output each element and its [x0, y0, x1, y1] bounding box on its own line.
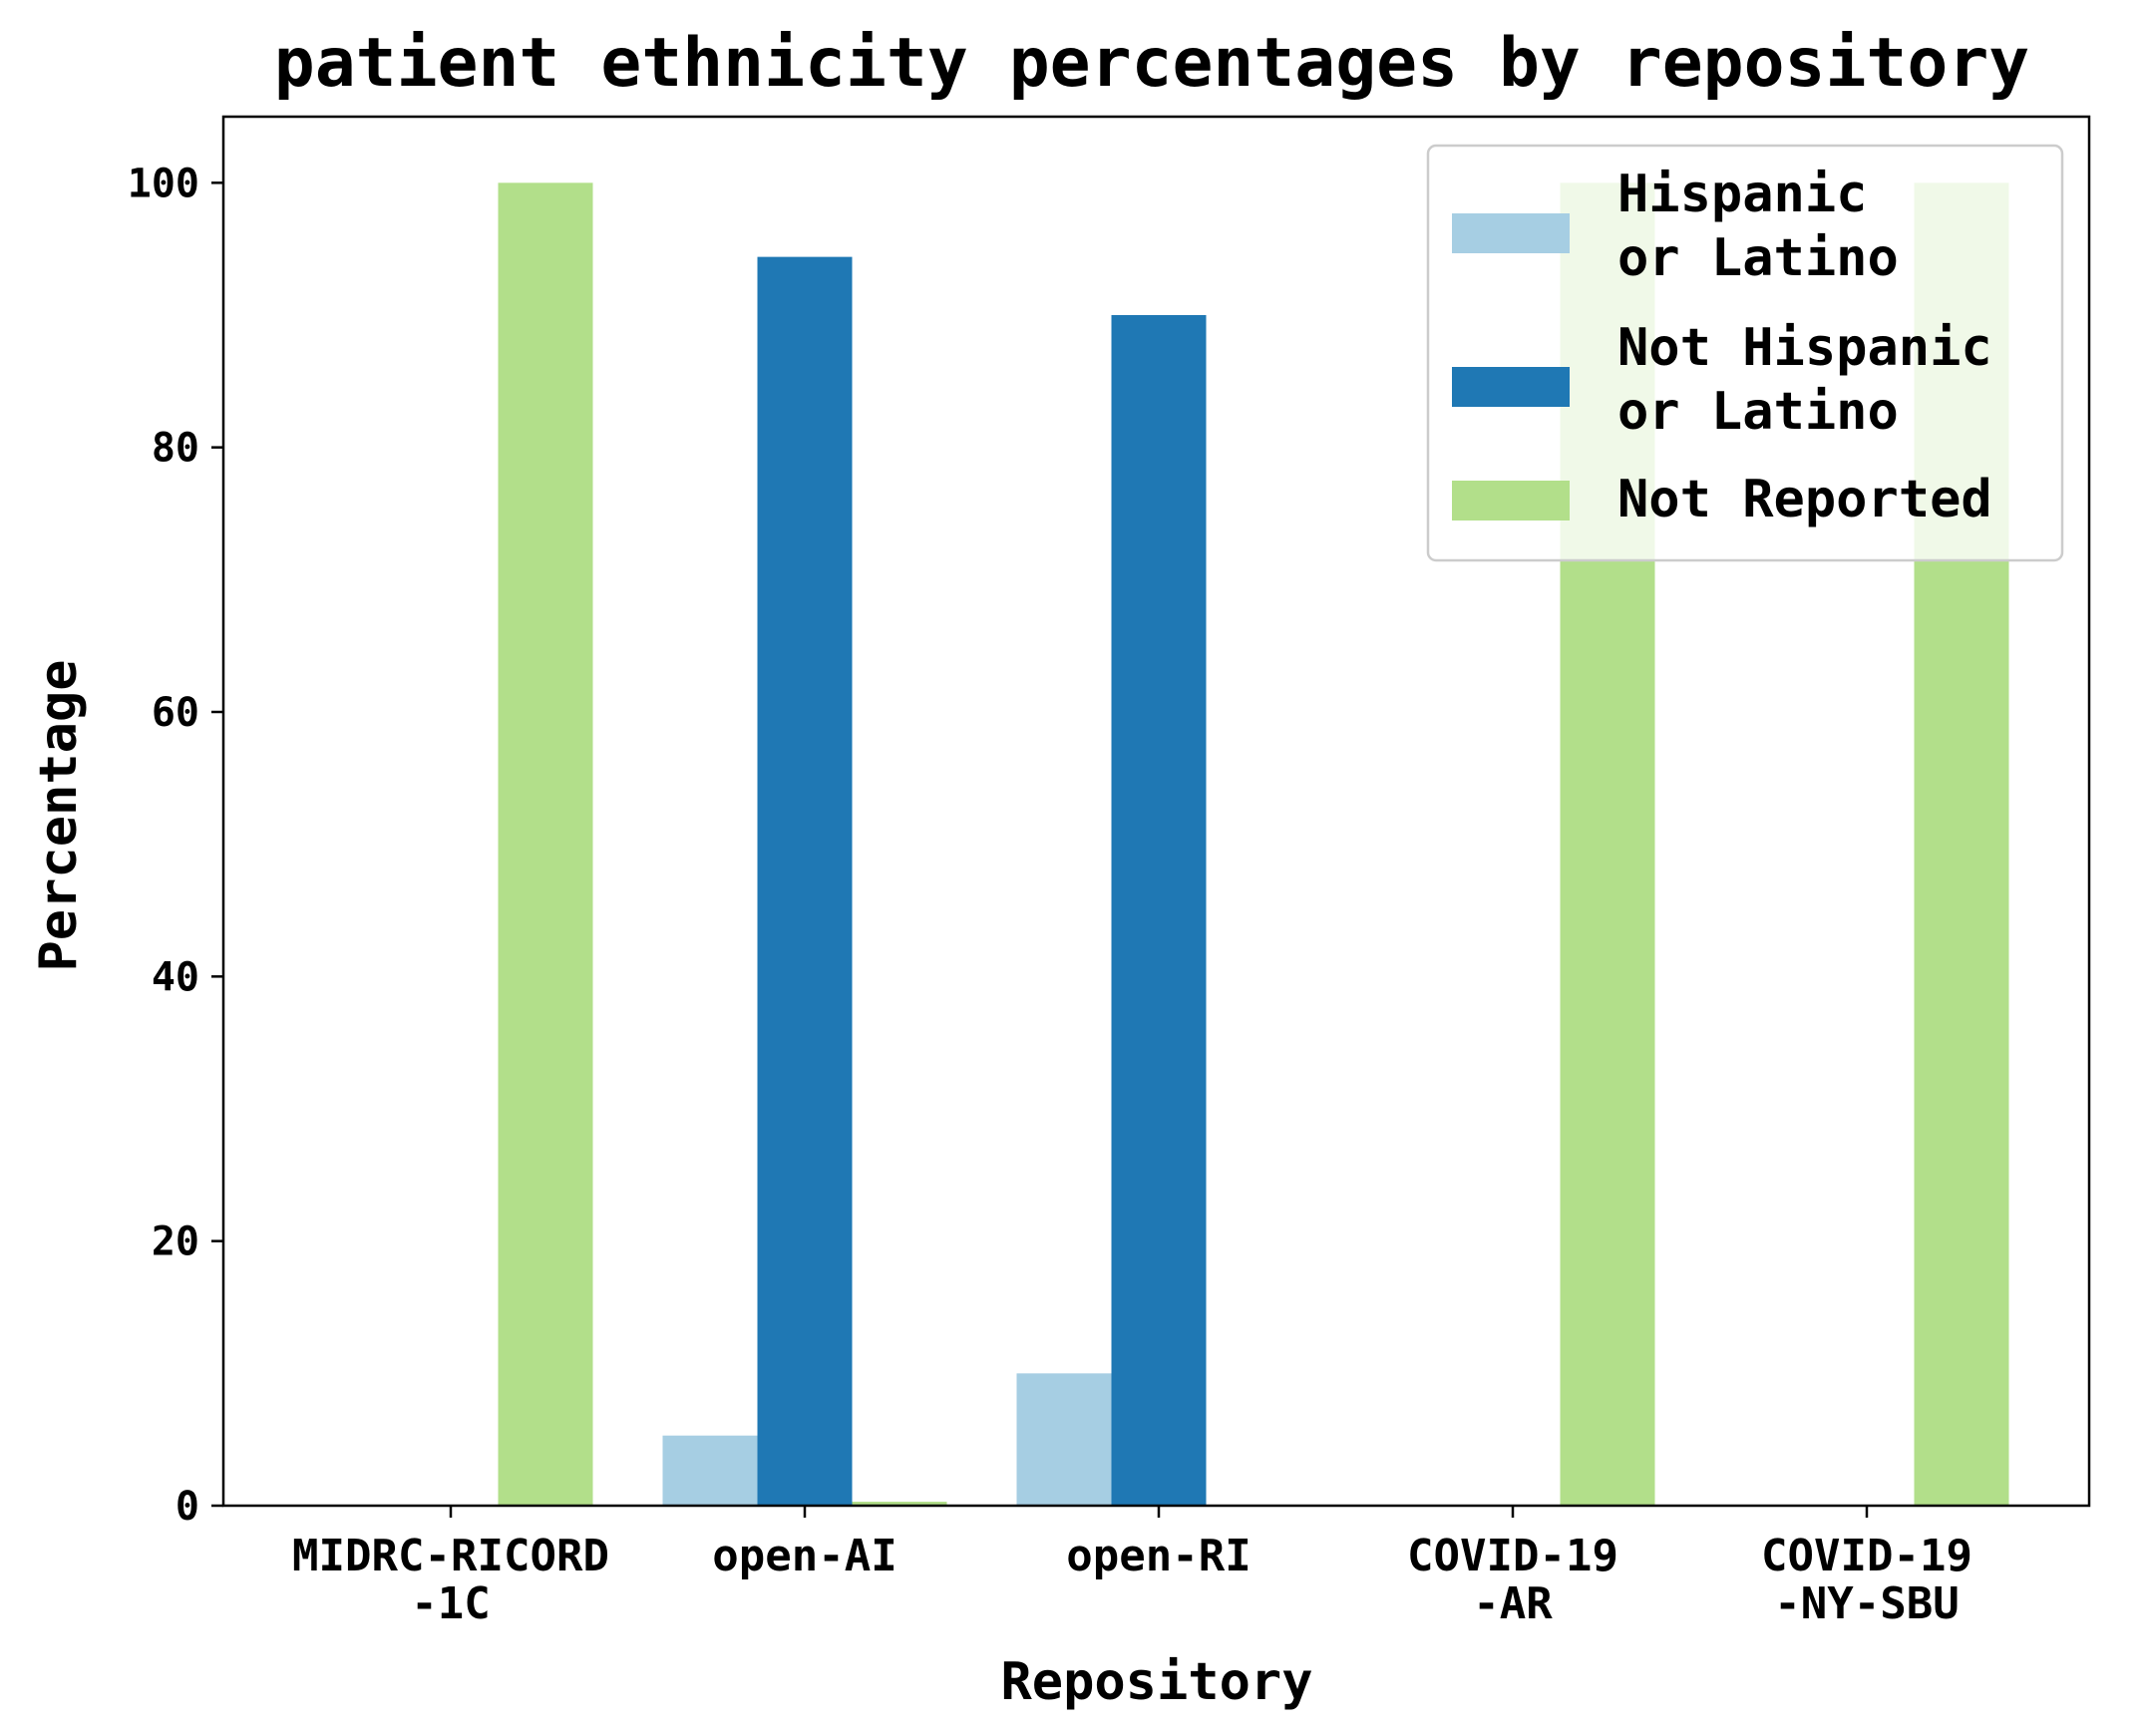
y-tick-label: 80 [152, 426, 199, 472]
y-tick-label: 40 [152, 954, 199, 1000]
bar-not-reported-0 [498, 182, 593, 1506]
bar-hispanic-or-latino-2 [1016, 1373, 1112, 1506]
x-tick-label: open-AI [712, 1531, 896, 1581]
bar-hispanic-or-latino-1 [662, 1435, 758, 1506]
text-line: or Latino [1617, 382, 1899, 442]
plot-frame [221, 115, 2091, 1508]
legend-label: Hispanic or Latino [1617, 165, 1899, 288]
y-tick-label: 0 [176, 1484, 199, 1530]
text-line: or Latino [1617, 228, 1899, 288]
chart-title: patient ethnicity percentages by reposit… [274, 24, 2029, 103]
y-tick-label: 100 [128, 161, 199, 206]
text-line: Not Hispanic [1617, 318, 1992, 378]
bar-not-reported-1 [852, 1502, 947, 1506]
x-tick-label: open-RI [1066, 1531, 1251, 1581]
text-line: Hispanic [1617, 165, 1867, 224]
x-tick-label: COVID-19 -NY-SBU [1761, 1531, 1972, 1629]
text-line: COVID-19 [1407, 1531, 1618, 1581]
legend-swatch [1452, 481, 1570, 521]
text-line: Not Reported [1617, 470, 1992, 529]
y-axis-label: Percentage [29, 659, 89, 971]
text-line: -1C [411, 1578, 490, 1629]
x-tick-label: COVID-19 -AR [1407, 1531, 1618, 1629]
y-tick-label: 60 [152, 690, 199, 736]
x-tick-label: MIDRC-RICORD -1C [292, 1531, 609, 1629]
text-line: COVID-19 [1761, 1531, 1972, 1581]
text-line: MIDRC-RICORD [292, 1531, 609, 1581]
bar-not-hispanic-or-latino-2 [1111, 315, 1207, 1506]
y-tick-label: 20 [152, 1219, 199, 1265]
x-axis-label: Repository [1000, 1652, 1312, 1712]
text-line: -AR [1473, 1578, 1553, 1629]
text-line: -NY-SBU [1774, 1578, 1959, 1629]
legend-swatch [1452, 213, 1570, 253]
legend-label: Not Reported [1617, 470, 1992, 529]
legend-box [1426, 144, 2064, 562]
legend-label: Not Hispanic or Latino [1617, 318, 1992, 442]
y-axis: 0 20 40 60 80 100 [128, 161, 223, 1530]
text-line: open-RI [1066, 1531, 1251, 1581]
bar-not-hispanic-or-latino-1 [757, 256, 853, 1506]
legend-swatch [1452, 367, 1570, 407]
text-line: open-AI [712, 1531, 896, 1581]
